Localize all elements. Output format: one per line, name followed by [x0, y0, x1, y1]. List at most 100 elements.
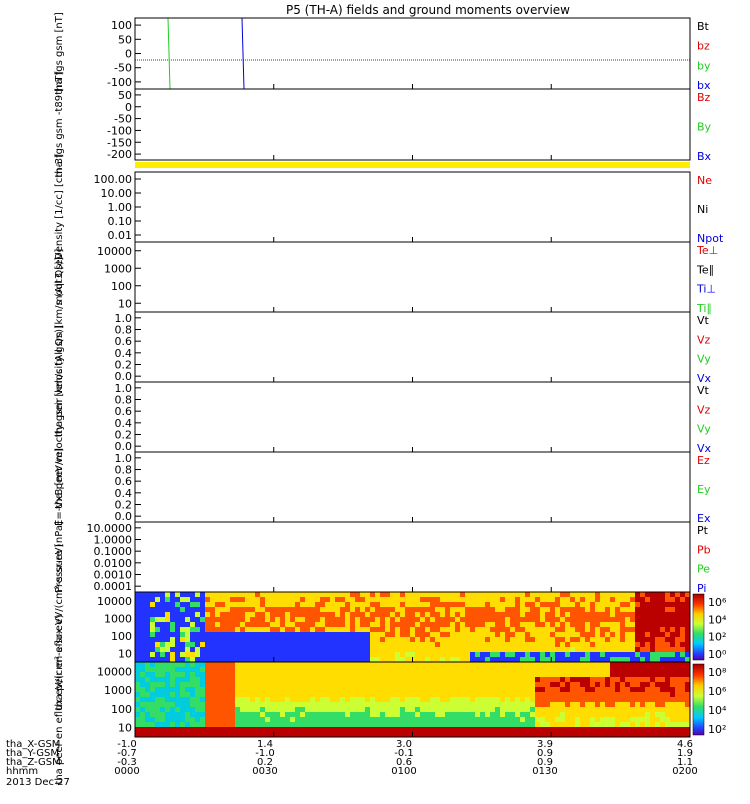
heatmap-cell — [240, 642, 245, 647]
heatmap-cell — [295, 707, 300, 712]
heatmap-cell — [605, 682, 610, 687]
heatmap-cell — [260, 602, 265, 607]
heatmap-cell — [415, 642, 420, 647]
heatmap-cell — [360, 707, 365, 712]
heatmap-cell — [175, 717, 180, 722]
heatmap-cell — [180, 707, 185, 712]
heatmap-cell — [270, 612, 275, 617]
heatmap-cell — [590, 722, 595, 727]
heatmap-cell — [585, 637, 590, 642]
heatmap-cell — [460, 677, 465, 682]
heatmap-cell — [400, 677, 405, 682]
heatmap-cell — [565, 717, 570, 722]
heatmap-cell — [280, 622, 285, 627]
heatmap-cell — [405, 657, 410, 662]
heatmap-cell — [360, 632, 365, 637]
heatmap-cell — [370, 657, 375, 662]
heatmap-cell — [660, 707, 665, 712]
heatmap-cell — [420, 657, 425, 662]
heatmap-cell — [270, 647, 275, 652]
heatmap-cell — [655, 687, 660, 692]
heatmap-cell — [480, 602, 485, 607]
heatmap-cell — [350, 697, 355, 702]
heatmap-cell — [315, 692, 320, 697]
heatmap-cell — [660, 647, 665, 652]
heatmap-cell — [655, 732, 660, 737]
heatmap-cell — [280, 602, 285, 607]
heatmap-cell — [490, 672, 495, 677]
heatmap-cell — [415, 717, 420, 722]
heatmap-cell — [165, 592, 170, 597]
heatmap-cell — [305, 602, 310, 607]
heatmap-cell — [250, 622, 255, 627]
heatmap-cell — [530, 612, 535, 617]
heatmap-cell — [275, 612, 280, 617]
heatmap-cell — [455, 662, 460, 667]
heatmap-cell — [275, 722, 280, 727]
heatmap-cell — [660, 662, 665, 667]
heatmap-cell — [230, 727, 235, 732]
heatmap-cell — [465, 642, 470, 647]
heatmap-cell — [430, 637, 435, 642]
heatmap-cell — [440, 722, 445, 727]
heatmap-cell — [145, 687, 150, 692]
heatmap-cell — [245, 637, 250, 642]
heatmap-cell — [205, 622, 210, 627]
heatmap-cell — [320, 637, 325, 642]
heatmap-cell — [240, 647, 245, 652]
heatmap-cell — [365, 622, 370, 627]
heatmap-cell — [235, 727, 240, 732]
heatmap-cell — [190, 627, 195, 632]
heatmap-cell — [375, 687, 380, 692]
heatmap-cell — [285, 657, 290, 662]
heatmap-cell — [540, 687, 545, 692]
x-row-value: 0030 — [252, 766, 277, 777]
heatmap-cell — [185, 597, 190, 602]
heatmap-cell — [460, 667, 465, 672]
legend-Ex: Ex — [697, 512, 711, 525]
heatmap-cell — [145, 622, 150, 627]
heatmap-cell — [350, 662, 355, 667]
heatmap-cell — [290, 677, 295, 682]
heatmap-cell — [400, 602, 405, 607]
heatmap-cell — [585, 732, 590, 737]
heatmap-cell — [525, 647, 530, 652]
heatmap-cell — [245, 602, 250, 607]
heatmap-cell — [195, 632, 200, 637]
legend-Vy: Vy — [697, 423, 711, 436]
heatmap-cell — [315, 642, 320, 647]
heatmap-cell — [555, 622, 560, 627]
heatmap-cell — [635, 597, 640, 602]
heatmap-cell — [430, 607, 435, 612]
heatmap-cell — [560, 667, 565, 672]
heatmap-cell — [250, 672, 255, 677]
heatmap-cell — [550, 687, 555, 692]
heatmap-cell — [330, 602, 335, 607]
heatmap-cell — [240, 732, 245, 737]
heatmap-cell — [365, 692, 370, 697]
heatmap-cell — [655, 607, 660, 612]
heatmap-cell — [465, 627, 470, 632]
heatmap-cell — [200, 642, 205, 647]
heatmap-cell — [675, 622, 680, 627]
heatmap-cell — [465, 682, 470, 687]
heatmap-cell — [495, 672, 500, 677]
heatmap-cell — [200, 632, 205, 637]
heatmap-cell — [675, 712, 680, 717]
heatmap-cell — [150, 592, 155, 597]
heatmap-cell — [490, 717, 495, 722]
heatmap-cell — [585, 687, 590, 692]
heatmap-cell — [550, 722, 555, 727]
heatmap-cell — [240, 592, 245, 597]
heatmap-cell — [220, 672, 225, 677]
heatmap-cell — [530, 682, 535, 687]
heatmap-cell — [460, 692, 465, 697]
heatmap-cell — [615, 692, 620, 697]
heatmap-cell — [670, 627, 675, 632]
heatmap-cell — [675, 702, 680, 707]
heatmap-cell — [150, 727, 155, 732]
heatmap-cell — [665, 642, 670, 647]
heatmap-cell — [595, 607, 600, 612]
heatmap-cell — [670, 712, 675, 717]
heatmap-cell — [665, 667, 670, 672]
